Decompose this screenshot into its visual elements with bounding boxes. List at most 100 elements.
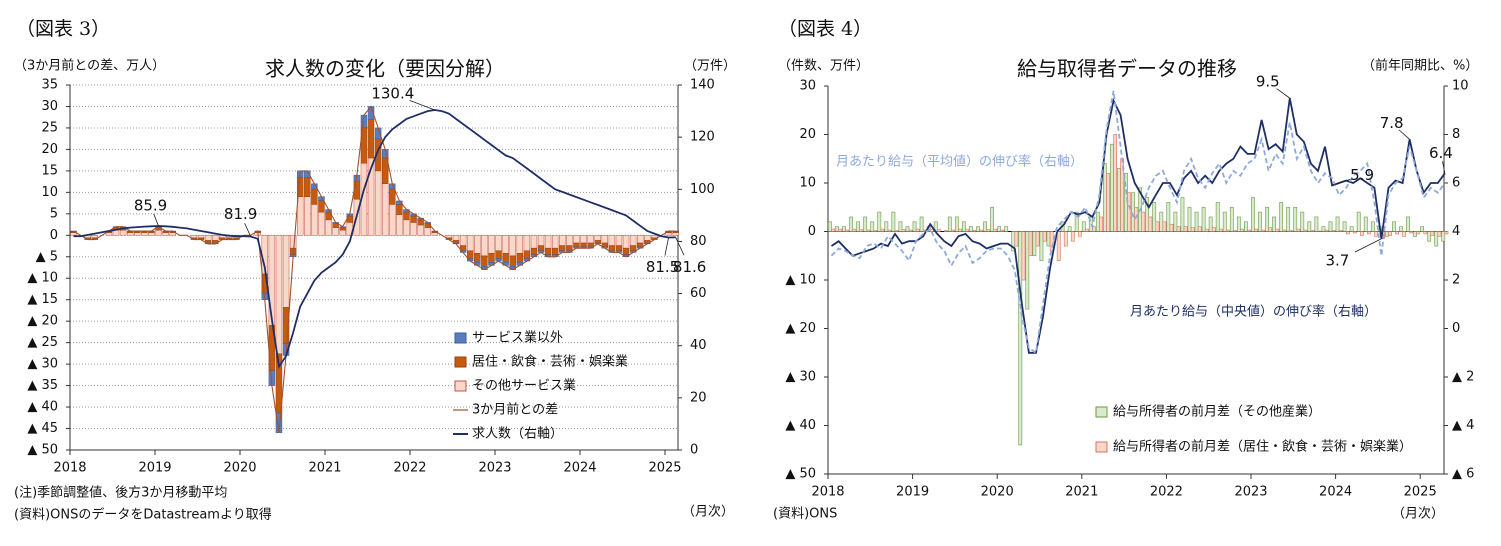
- bar: [197, 235, 205, 239]
- bar: [509, 255, 516, 267]
- bar: [1261, 229, 1266, 232]
- bar: [1039, 231, 1044, 261]
- bar: [1085, 228, 1089, 232]
- bar: [997, 226, 1002, 232]
- legend-label: 3か月前との差: [472, 402, 558, 418]
- bar: [1176, 226, 1181, 232]
- bar: [1402, 231, 1407, 237]
- legend-swatch: [1095, 441, 1108, 453]
- bar: [1406, 216, 1410, 232]
- bar: [1427, 231, 1432, 242]
- bar: [859, 229, 864, 232]
- bar: [119, 229, 127, 236]
- legend-label: 給与所得者の前月差（その他産業）: [1113, 404, 1321, 420]
- bar: [105, 232, 113, 236]
- bar: [990, 206, 994, 232]
- bar: [1310, 230, 1315, 232]
- bar: [962, 221, 966, 232]
- y2-tick-label: ▲ 2: [1452, 370, 1474, 385]
- bar: [1049, 231, 1054, 252]
- bar: [566, 235, 573, 246]
- bar: [559, 235, 566, 246]
- bar: [1166, 202, 1171, 232]
- legend-label: 給与所得者の前月差（居住・飲食・芸術・娯楽業）: [1113, 439, 1412, 455]
- bar: [976, 226, 980, 232]
- bar: [1081, 221, 1086, 232]
- y-tick-label: ▲ 15: [27, 292, 58, 307]
- bar: [459, 235, 467, 246]
- annotation-leader: [409, 100, 435, 111]
- bar: [887, 229, 892, 232]
- y2-tick-label: 6: [1452, 176, 1460, 191]
- bar: [1444, 231, 1449, 235]
- bar: [884, 221, 889, 232]
- annotation-leader: [675, 237, 685, 256]
- y2-tick-label: 0: [690, 443, 698, 458]
- bar: [912, 221, 917, 232]
- bar: [1286, 206, 1291, 232]
- annotation: 81.9: [224, 205, 257, 223]
- bar: [1215, 202, 1220, 232]
- x-tick-label: 2021: [1065, 485, 1098, 500]
- bar: [325, 219, 332, 236]
- bar: [1328, 221, 1333, 232]
- bar: [381, 183, 389, 236]
- y2-tick-label: 2: [1452, 273, 1460, 288]
- bar: [311, 204, 318, 236]
- bar: [665, 232, 672, 236]
- y2-tick-label: 120: [690, 130, 715, 145]
- series-label: 月あたり給与（平均値）の伸び率（右軸）: [836, 154, 1083, 170]
- bar: [1314, 216, 1319, 232]
- y2-tick-label: 10: [1452, 79, 1469, 94]
- bar: [530, 247, 538, 255]
- bar: [502, 253, 509, 263]
- bar: [1279, 202, 1284, 232]
- bar: [1110, 143, 1114, 232]
- bar: [495, 235, 502, 252]
- bar: [1420, 226, 1425, 232]
- y-tick-label: 0: [50, 228, 58, 243]
- bar: [1103, 163, 1107, 232]
- bar: [866, 229, 871, 232]
- legend-swatch: [454, 332, 467, 344]
- bar: [559, 245, 566, 252]
- bar: [1183, 226, 1188, 232]
- legend-label: その他サービス業: [472, 378, 576, 394]
- bar: [1293, 206, 1298, 232]
- bar: [880, 228, 885, 232]
- bar: [410, 222, 417, 236]
- y-tick-label: 10: [799, 176, 816, 191]
- bar: [1141, 211, 1146, 232]
- bar: [339, 227, 346, 231]
- y-tick-label: ▲ 40: [27, 400, 58, 415]
- bar: [979, 229, 984, 232]
- bar: [162, 232, 169, 236]
- bar: [1180, 197, 1185, 232]
- bar: [396, 204, 403, 215]
- bar: [1399, 226, 1403, 232]
- y-tick-label: 25: [41, 120, 58, 135]
- series-label: 月あたり給与（中央値）の伸び率（右軸）: [1130, 304, 1377, 320]
- x-tick-label: 2025: [1404, 485, 1437, 500]
- legend-label: サービス業以外: [472, 330, 563, 346]
- bar: [318, 200, 325, 213]
- annotation: 85.9: [134, 197, 167, 215]
- legend-label: 求人数（右軸）: [472, 427, 563, 442]
- y2-tick-label: ▲ 6: [1452, 467, 1474, 482]
- bar: [544, 235, 552, 249]
- bar: [986, 229, 991, 232]
- bar: [828, 221, 832, 232]
- bar: [1321, 226, 1326, 232]
- y-tick-label: ▲ 10: [785, 273, 816, 288]
- bar: [1067, 226, 1072, 232]
- x-tick-label: 2023: [478, 461, 511, 476]
- bar: [1265, 206, 1269, 232]
- y-tick-label: 30: [799, 79, 816, 94]
- y-tick-label: ▲ 20: [27, 314, 58, 329]
- y-axis-label: （件数、万件）: [778, 59, 869, 74]
- bar: [1117, 168, 1121, 232]
- bar: [211, 235, 219, 241]
- bar: [1303, 229, 1308, 232]
- y-tick-label: ▲ 45: [27, 421, 58, 436]
